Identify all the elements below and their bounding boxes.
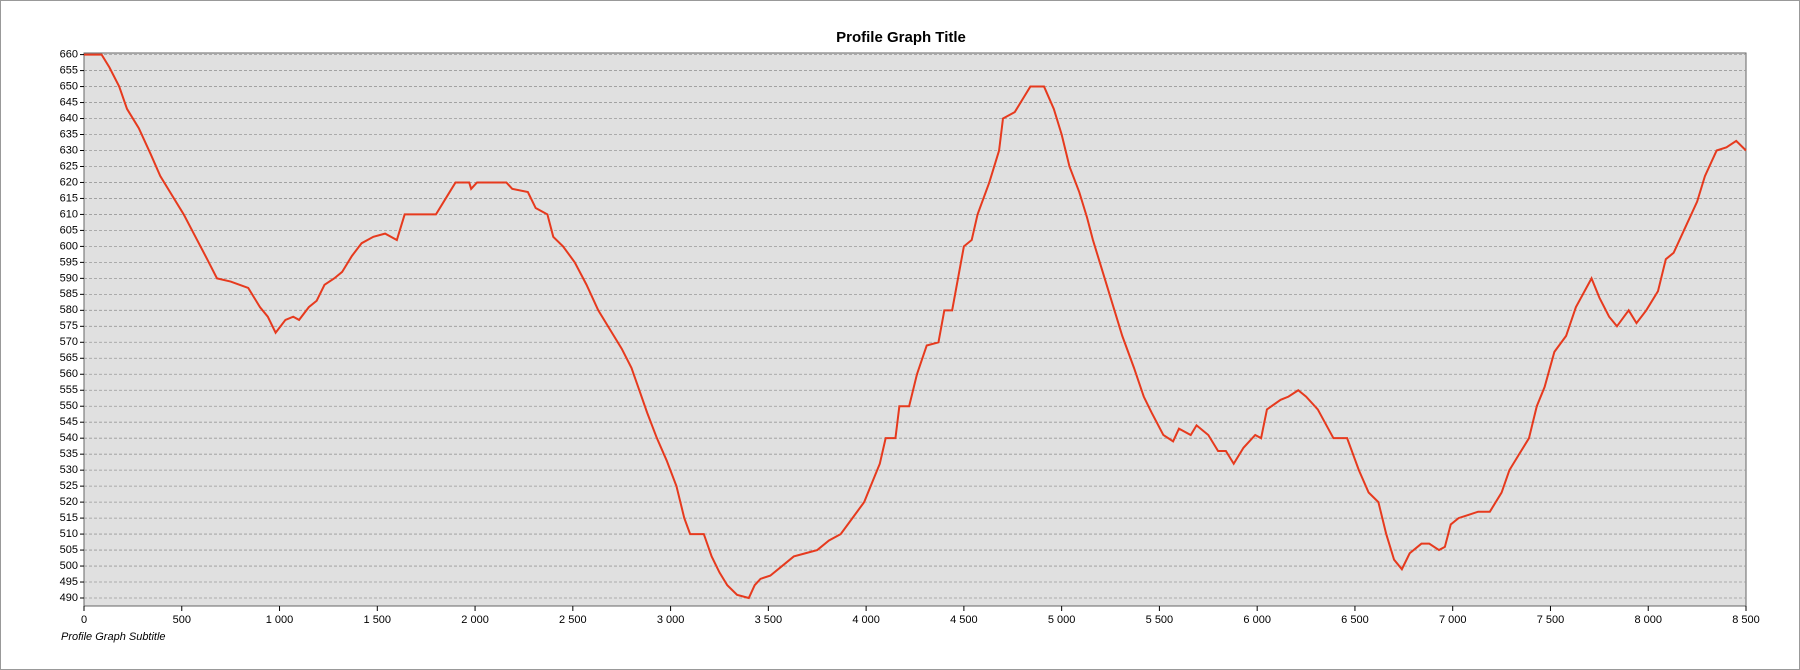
x-tick-label: 2 500 [559,614,587,626]
y-tick-label: 510 [60,528,78,540]
y-tick-label: 610 [60,208,78,220]
y-tick-label: 530 [60,464,78,476]
y-tick-label: 600 [60,240,78,252]
x-tick-label: 6 500 [1341,614,1369,626]
x-tick-label: 1 000 [266,614,294,626]
chart-title: Profile Graph Title [836,29,966,46]
x-tick-label: 6 000 [1243,614,1271,626]
y-tick-label: 490 [60,592,78,604]
x-tick-label: 3 000 [657,614,685,626]
y-tick-label: 535 [60,448,78,460]
y-tick-label: 590 [60,272,78,284]
y-tick-label: 500 [60,560,78,572]
y-tick-label: 640 [60,112,78,124]
x-tick-label: 7 000 [1439,614,1467,626]
y-tick-label: 515 [60,512,78,524]
y-tick-label: 625 [60,160,78,172]
y-tick-label: 540 [60,432,78,444]
y-tick-label: 555 [60,384,78,396]
x-tick-label: 5 000 [1048,614,1076,626]
y-tick-label: 620 [60,176,78,188]
y-tick-label: 655 [60,64,78,76]
y-tick-label: 580 [60,304,78,316]
y-tick-label: 585 [60,288,78,300]
x-tick-label: 4 500 [950,614,978,626]
y-tick-label: 605 [60,224,78,236]
y-tick-label: 650 [60,80,78,92]
x-tick-label: 0 [81,614,87,626]
y-tick-label: 615 [60,192,78,204]
y-tick-label: 495 [60,576,78,588]
y-tick-label: 635 [60,128,78,140]
x-tick-label: 7 500 [1537,614,1565,626]
x-tick-label: 4 000 [852,614,880,626]
profile-line [84,53,1747,600]
x-tick-label: 5 500 [1146,614,1174,626]
x-tick-label: 8 000 [1634,614,1662,626]
y-tick-label: 525 [60,480,78,492]
x-tick-label: 1 500 [364,614,392,626]
y-tick-label: 550 [60,400,78,412]
x-tick-label: 3 500 [755,614,783,626]
y-tick-label: 575 [60,320,78,332]
y-tick-label: 660 [60,49,78,61]
plot-area [83,52,1747,607]
y-tick-label: 505 [60,544,78,556]
y-tick-label: 630 [60,144,78,156]
x-tick-label: 500 [173,614,191,626]
y-tick-label: 560 [60,368,78,380]
y-tick-label: 545 [60,416,78,428]
x-tick-label: 2 000 [461,614,489,626]
chart-subtitle: Profile Graph Subtitle [61,631,166,643]
y-tick-label: 570 [60,336,78,348]
y-tick-label: 595 [60,256,78,268]
x-tick-label: 8 500 [1732,614,1760,626]
y-tick-label: 645 [60,96,78,108]
y-tick-label: 565 [60,352,78,364]
y-tick-label: 520 [60,496,78,508]
